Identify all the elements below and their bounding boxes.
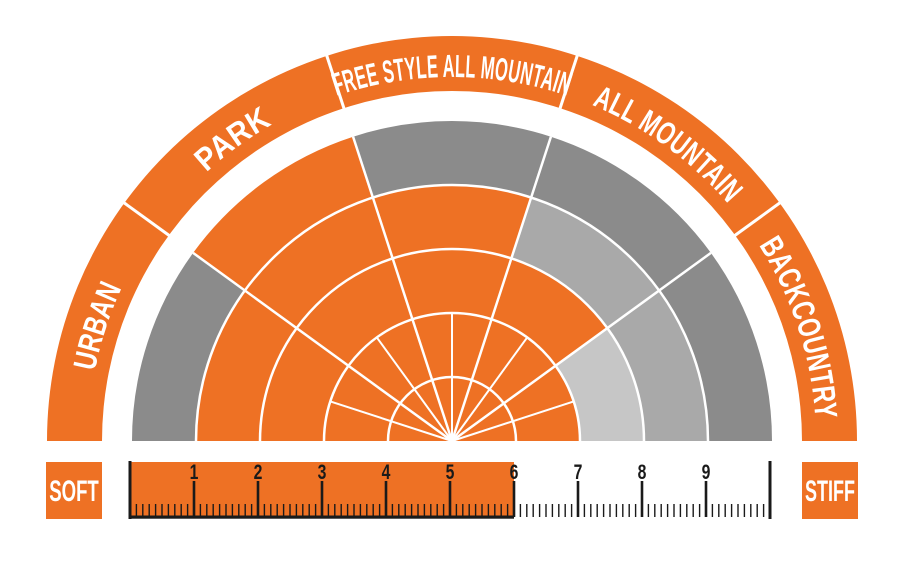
- chart-cell: [196, 290, 297, 441]
- category-arc-band: [47, 36, 857, 441]
- sector-boundary-line: [351, 136, 454, 442]
- band-separator-line: [122, 201, 171, 238]
- chart-cell: [392, 249, 512, 320]
- stiff-box-background: [802, 462, 858, 519]
- ring-gridline: [194, 183, 710, 442]
- chart-cell: [193, 136, 373, 291]
- ruler-number: 4: [382, 460, 391, 484]
- chart-cell: [244, 197, 393, 329]
- ruler-number: 7: [574, 460, 583, 484]
- chart-cell: [452, 403, 516, 441]
- ring-gridline: [258, 247, 646, 442]
- mid-sector-line: [329, 400, 453, 442]
- chart-cell: [452, 380, 504, 441]
- soft-label: SOFT: [49, 475, 99, 509]
- polar-grid: [192, 136, 712, 443]
- band-separator-line: [325, 54, 346, 110]
- soft-box: SOFT: [46, 462, 102, 519]
- chart-cell: [348, 319, 433, 404]
- chart-cell: [388, 403, 452, 441]
- sector-boundary-line: [451, 251, 712, 443]
- band-separator-line: [733, 201, 782, 238]
- chart-cell: [471, 319, 556, 404]
- chart-cell: [511, 197, 660, 329]
- ruler-number: 9: [702, 460, 711, 484]
- sector-boundary-line: [192, 251, 453, 443]
- soft-box-background: [46, 462, 102, 519]
- band-separator-line: [558, 54, 579, 110]
- flex-ruler: 1 2 3 4 5 6 7 8 9: [128, 460, 772, 519]
- ruler-right-end-line: [768, 461, 772, 519]
- category-band-separators: [122, 54, 782, 238]
- mid-sector-line: [451, 400, 575, 442]
- ruler-number: 6: [510, 460, 519, 484]
- ruler-number: 5: [446, 460, 455, 484]
- chart-cell: [132, 252, 245, 441]
- mid-sector-line: [451, 336, 529, 442]
- stiff-label: STIFF: [805, 476, 855, 509]
- ruler-number: 2: [254, 460, 263, 484]
- ruler-left-end-line: [128, 461, 132, 519]
- chart-cell: [491, 258, 608, 366]
- chart-cell: [353, 121, 551, 198]
- chart-cell: [372, 184, 532, 259]
- chart-cell: [503, 365, 581, 441]
- chart-cell: [296, 258, 413, 366]
- mid-sector-line: [375, 336, 453, 442]
- chart-cell: [531, 136, 711, 291]
- chart-cell: [607, 290, 708, 441]
- flex-ring-cells: [132, 121, 772, 441]
- stiff-box: STIFF: [802, 462, 858, 519]
- sector-boundary-line: [450, 136, 553, 442]
- ruler-baseline: [130, 515, 514, 519]
- ruler-number: 3: [318, 460, 327, 484]
- chart-cell: [324, 365, 401, 441]
- chart-cell: [659, 252, 772, 441]
- ruler-number: 1: [190, 460, 199, 484]
- chart-cell: [400, 380, 452, 441]
- ruler-number: 8: [638, 460, 647, 484]
